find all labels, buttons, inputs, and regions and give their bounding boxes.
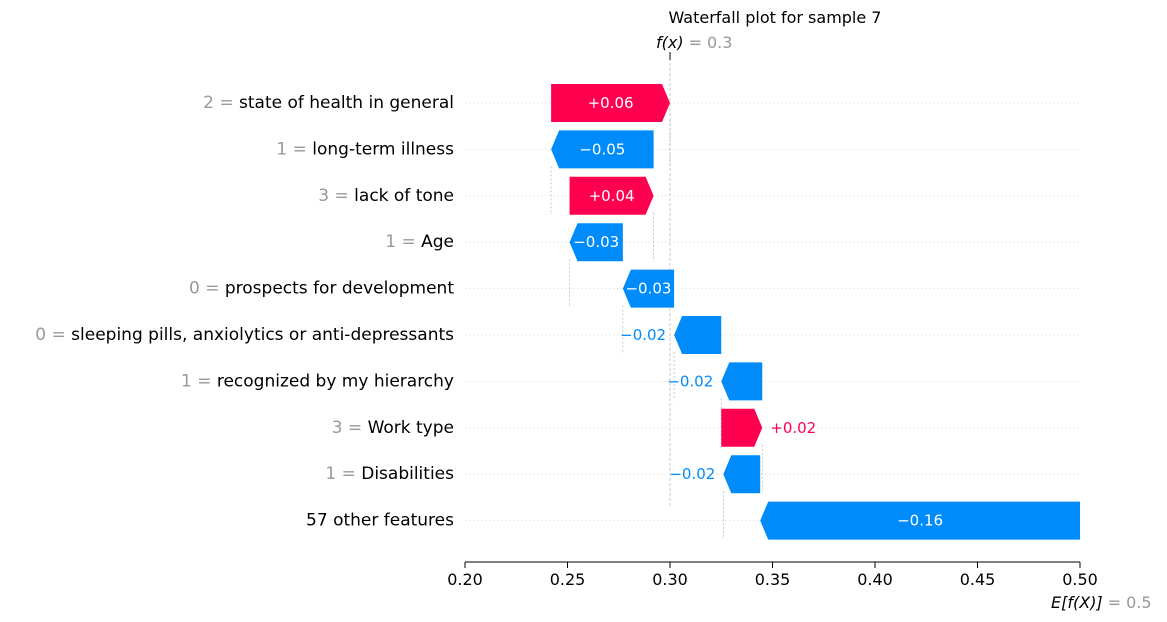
bar-value-label: +0.04 xyxy=(589,187,635,205)
efx-label: E[f(X)] = 0.5 xyxy=(1051,593,1152,612)
bar-value-label: −0.03 xyxy=(625,280,671,298)
feature-name: sleeping pills, anxiolytics or anti-depr… xyxy=(71,325,454,345)
bar-5 xyxy=(622,269,675,308)
efx-symbol: E[f(X)] xyxy=(1051,593,1103,612)
feature-value: 3 = xyxy=(318,186,354,206)
x-tick-label: 0.30 xyxy=(652,570,688,589)
feature-name: Work type xyxy=(368,418,454,438)
x-axis: 0.20 0.25 0.30 0.35 0.40 0.45 0.50 xyxy=(447,561,1098,589)
x-tick-label: 0.25 xyxy=(550,570,586,589)
feature-value: 1 = xyxy=(325,464,361,484)
row-gridlines xyxy=(465,102,1080,521)
feature-label: 3 = lack of tone xyxy=(318,186,454,206)
fx-symbol: f(x) xyxy=(656,33,684,52)
bar-10 xyxy=(760,501,1080,540)
bar-3 xyxy=(569,176,654,215)
x-tick-label: 0.45 xyxy=(960,570,996,589)
feature-name: long-term illness xyxy=(312,139,454,159)
efx-equals: = xyxy=(1108,593,1121,612)
chart-title: Waterfall plot for sample 7 xyxy=(669,8,882,27)
feature-name: lack of tone xyxy=(354,186,454,206)
bar-value-label: −0.03 xyxy=(573,233,619,251)
feature-name: recognized by my hierarchy xyxy=(217,371,454,391)
feature-label: 1 = recognized by my hierarchy xyxy=(181,371,454,391)
efx-value: 0.5 xyxy=(1126,593,1151,612)
feature-name: state of health in general xyxy=(239,93,454,113)
bar-value-label: −0.05 xyxy=(579,140,625,158)
x-tick-label: 0.40 xyxy=(857,570,893,589)
feature-label: 0 = sleeping pills, anxiolytics or anti-… xyxy=(35,325,454,345)
fx-marker: f(x) = 0.3 xyxy=(656,33,732,506)
feature-name: Age xyxy=(421,232,454,252)
bar-value-label: −0.16 xyxy=(897,512,943,530)
feature-label: 1 = Disabilities xyxy=(325,464,454,484)
bar-2 xyxy=(551,130,654,169)
bar-8 xyxy=(721,408,763,447)
bar-6 xyxy=(674,316,722,354)
feature-label: 1 = Age xyxy=(385,232,454,252)
feature-labels: 2 = state of health in general 1 = long-t… xyxy=(35,93,454,531)
feature-label: 57 other features xyxy=(306,511,454,531)
fx-label: f(x) = 0.3 xyxy=(656,33,732,52)
feature-label: 1 = long-term illness xyxy=(276,139,454,159)
x-tick-label: 0.20 xyxy=(447,570,483,589)
feature-name: Disabilities xyxy=(361,464,454,484)
x-tick-label: 0.50 xyxy=(1062,570,1098,589)
fx-value: 0.3 xyxy=(707,33,732,52)
feature-value: 0 = xyxy=(35,325,71,345)
bar-value-label: −0.02 xyxy=(667,372,713,390)
feature-value: 2 = xyxy=(203,93,239,113)
bar-value-label: −0.02 xyxy=(669,465,715,483)
feature-value: 1 = xyxy=(276,139,312,159)
feature-value: 1 = xyxy=(181,371,217,391)
feature-label: 3 = Work type xyxy=(332,418,454,438)
feature-value: 1 = xyxy=(385,232,421,252)
efx-marker: E[f(X)] = 0.5 xyxy=(1051,593,1152,612)
feature-value: 0 = xyxy=(189,279,225,299)
feature-label: 0 = prospects for development xyxy=(189,279,454,299)
bars: +0.06 −0.05 +0.04 −0.03 −0.03 −0.02 −0.02 +0.02… xyxy=(551,84,1080,540)
feature-label: 2 = state of health in general xyxy=(203,93,454,113)
bar-value-label: +0.02 xyxy=(770,419,816,437)
feature-value: 3 = xyxy=(332,418,368,438)
feature-name: prospects for development xyxy=(225,279,454,299)
bar-value-label: +0.06 xyxy=(588,94,634,112)
bar-7 xyxy=(721,362,763,401)
feature-name: 57 other features xyxy=(306,511,454,531)
fx-equals: = xyxy=(689,33,702,52)
bar-4 xyxy=(569,223,623,262)
bar-value-label: −0.02 xyxy=(620,326,666,344)
x-tick-label: 0.35 xyxy=(755,570,791,589)
bar-1 xyxy=(551,84,670,122)
bar-9 xyxy=(723,455,761,494)
